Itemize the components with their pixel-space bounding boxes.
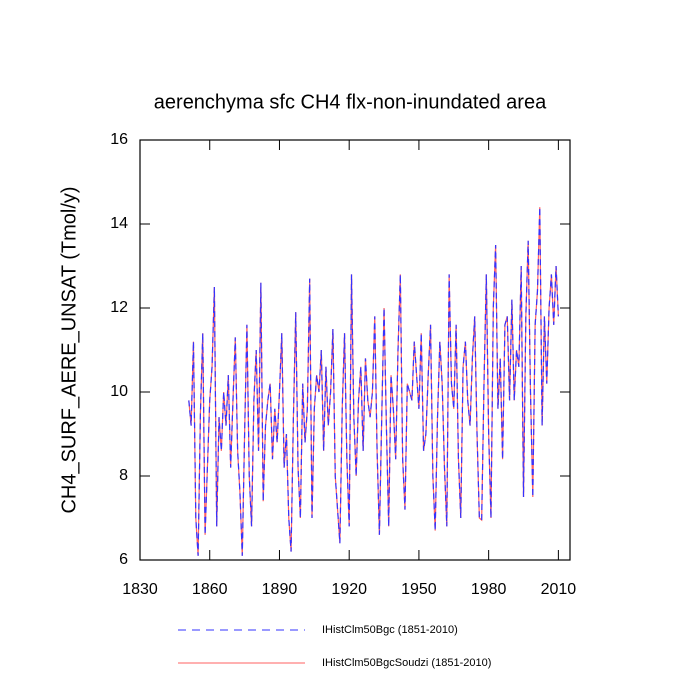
x-tick-label: 2010 (541, 581, 577, 598)
y-tick-label: 14 (110, 215, 128, 232)
x-tick-label: 1950 (401, 581, 437, 598)
legend-label: IHistClm50BgcSoudzi (1851-2010) (322, 657, 491, 669)
y-tick-label: 10 (110, 383, 128, 400)
series-line (188, 207, 559, 556)
x-tick-label: 1980 (471, 581, 507, 598)
x-tick-label: 1830 (122, 581, 158, 598)
x-tick-label: 1860 (192, 581, 228, 598)
plot-frame (139, 139, 571, 561)
legend-label: IHistClm50Bgc (1851-2010) (322, 624, 458, 636)
x-tick-label: 1920 (331, 581, 367, 598)
x-tick-label: 1890 (262, 581, 298, 598)
y-tick-label: 12 (110, 299, 128, 316)
chart-title: aerenchyma sfc CH4 flx-non-inundated are… (154, 91, 547, 113)
y-tick-label: 16 (110, 131, 128, 148)
y-tick-label: 6 (119, 551, 128, 568)
y-tick-label: 8 (119, 467, 128, 484)
y-axis-label: CH4_SURF_AERE_UNSAT (Tmol/y) (58, 186, 80, 513)
